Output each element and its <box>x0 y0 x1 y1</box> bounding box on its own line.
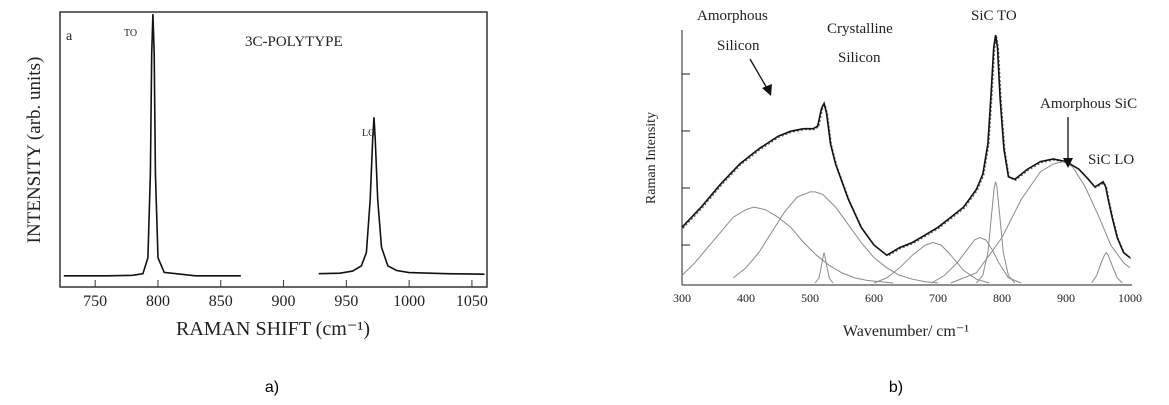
figure-label-b: b) <box>889 379 903 396</box>
chart-a-panel-letter: a <box>66 29 73 44</box>
chart-b-component-5 <box>931 236 1022 284</box>
chart-b-component-4 <box>873 241 990 284</box>
chart-a-xtick-label: 850 <box>209 293 233 310</box>
chart-b: 300 400 500 600 700 800 900 1000 Amorphous Sili… <box>644 8 1142 340</box>
chart-b-xtick-label: 300 <box>673 291 691 305</box>
chart-b-annotation-amorphous-silicon-line1: Amorphous <box>697 8 768 24</box>
chart-b-fit-envelope <box>681 34 1131 259</box>
chart-b-component-8 <box>1091 251 1123 284</box>
chart-a-xticks: 750 800 850 900 950 1000 1050 <box>83 280 488 310</box>
chart-a-ylabel: INTENSITY (arb. units) <box>24 57 45 244</box>
chart-b-component-2 <box>732 191 939 284</box>
chart-b-annotation-amorphous-silicon-line2: Silicon <box>717 38 760 54</box>
chart-a-curves <box>63 13 485 277</box>
chart-b-component-7 <box>950 161 1131 284</box>
chart-a-series-1 <box>318 117 485 275</box>
chart-a-peak-label-to: TO <box>124 28 137 39</box>
chart-a-title: 3C-POLYTYPE <box>245 34 343 50</box>
chart-a-xtick-label: 800 <box>146 293 170 310</box>
figure-label-a: a) <box>265 379 279 396</box>
chart-b-measured-dotted <box>682 36 1132 260</box>
chart-a-xtick-label: 900 <box>272 293 296 310</box>
chart-a-series-0 <box>63 13 241 277</box>
chart-b-arrowhead-amorphous-silicon <box>762 84 772 96</box>
chart-b-annotation-sic-lo: SiC LO <box>1088 152 1134 168</box>
chart-a-peak-label-lo: LO <box>362 128 375 139</box>
chart-b-component-1 <box>681 206 894 284</box>
chart-a-xtick-label: 1050 <box>456 293 488 310</box>
chart-a-xlabel: RAMAN SHIFT (cm⁻¹) <box>176 318 370 340</box>
chart-b-xtick-label: 700 <box>929 291 947 305</box>
chart-a: 750 800 850 900 950 1000 1050 a 3C-POLYTYPE TO… <box>24 11 488 340</box>
chart-b-xtick-label: 1000 <box>1118 291 1142 305</box>
chart-b-arrowhead-amorphous-sic <box>1063 158 1073 168</box>
chart-b-xticks: 300 400 500 600 700 800 900 1000 <box>673 291 1142 305</box>
chart-b-xtick-label: 500 <box>801 291 819 305</box>
chart-b-annotation-crystalline-silicon-line2: Silicon <box>838 50 881 66</box>
chart-b-xtick-label: 900 <box>1057 291 1075 305</box>
chart-b-annotation-amorphous-sic: Amorphous SiC <box>1040 96 1137 112</box>
chart-b-curves <box>681 34 1132 284</box>
chart-b-arrow-amorphous-silicon <box>749 58 769 91</box>
chart-a-frame <box>59 11 488 288</box>
chart-b-xlabel: Wavenumber/ cm⁻¹ <box>843 323 969 340</box>
chart-b-ylabel: Raman Intensity <box>644 112 659 204</box>
chart-a-xtick-label: 1000 <box>393 293 425 310</box>
chart-b-component-6 <box>976 181 1016 284</box>
chart-a-xtick-label: 950 <box>334 293 358 310</box>
chart-a-xtick-label: 750 <box>83 293 107 310</box>
chart-b-xtick-label: 400 <box>737 291 755 305</box>
chart-b-annotation-crystalline-silicon-line1: Crystalline <box>827 21 893 37</box>
chart-b-xtick-label: 800 <box>993 291 1011 305</box>
chart-b-xtick-label: 600 <box>865 291 883 305</box>
chart-b-annotation-sic-to: SiC TO <box>971 8 1017 24</box>
chart-b-component-3 <box>814 252 834 284</box>
